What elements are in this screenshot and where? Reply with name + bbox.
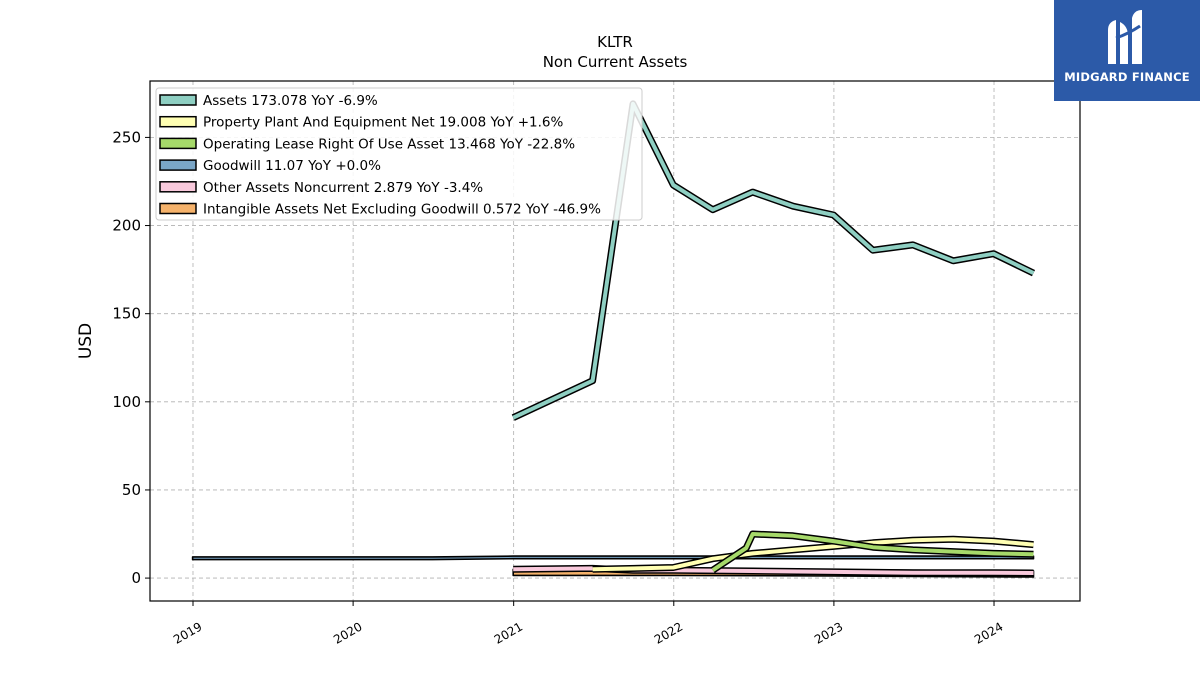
series-property-plant-and-equipment-net <box>592 535 1034 573</box>
plot-frame <box>149 80 1081 602</box>
x-tick-label: 2023 <box>812 619 845 646</box>
x-tick-label: 2022 <box>652 619 685 646</box>
y-tick-label: 100 <box>112 393 141 411</box>
legend-swatch-other-assets-noncurrent <box>159 181 197 193</box>
legend-label-operating-lease-right-of-use-asset: Operating Lease Right Of Use Asset 13.46… <box>203 136 575 152</box>
chart-title: KLTR <box>597 33 633 51</box>
brand-logo: MIDGARD FINANCE <box>1054 0 1200 101</box>
legend-label-intangible-assets-net-excluding-goodwill: Intangible Assets Net Excluding Goodwill… <box>203 202 601 218</box>
x-tick-label: 2024 <box>972 619 1005 646</box>
series-operating-lease-right-of-use-asset <box>710 530 1034 574</box>
legend-label-property-plant-and-equipment-net: Property Plant And Equipment Net 19.008 … <box>203 115 563 131</box>
legend-swatch-intangible-assets-net-excluding-goodwill <box>159 202 197 215</box>
chart-subtitle: Non Current Assets <box>543 53 688 71</box>
y-tick-label: 50 <box>122 481 141 499</box>
series-line <box>711 532 1034 572</box>
y-tick-label: 250 <box>112 128 141 146</box>
legend-swatch-property-plant-and-equipment-net <box>159 115 197 128</box>
legend: Assets 173.078 YoY -6.9% Property Plant A… <box>155 87 643 221</box>
y-axis-label: USD <box>76 323 96 359</box>
y-tick-label: 150 <box>112 305 141 323</box>
series-line <box>592 537 1034 572</box>
y-tick-label: 200 <box>112 217 141 235</box>
x-tick-label: 2019 <box>171 619 204 646</box>
x-tick-label: 2021 <box>492 619 525 646</box>
y-tick-label: 0 <box>131 569 141 587</box>
legend-swatch-operating-lease-right-of-use-asset <box>159 137 197 150</box>
series-goodwill <box>191 555 1035 561</box>
midgard-logo-icon <box>1108 10 1142 64</box>
legend-label-assets: Assets 173.078 YoY -6.9% <box>203 93 378 109</box>
x-tick-label: 2020 <box>331 619 364 646</box>
legend-swatch-assets <box>159 94 197 106</box>
legend-label-other-assets-noncurrent: Other Assets Noncurrent 2.879 YoY -3.4% <box>203 180 483 196</box>
legend-box <box>155 87 643 221</box>
brand-name: MIDGARD FINANCE <box>1064 70 1190 84</box>
legend-label-goodwill: Goodwill 11.07 YoY +0.0% <box>203 158 381 174</box>
legend-swatch-goodwill <box>159 159 197 171</box>
